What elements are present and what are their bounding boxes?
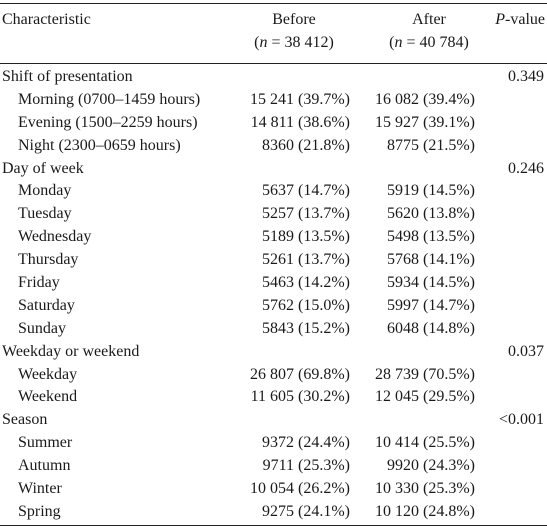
header-before-n-open: ( bbox=[254, 34, 260, 51]
header-before-n-symbol: n bbox=[259, 34, 268, 51]
row-p-value: <0.001 bbox=[498, 411, 544, 429]
row-after-value: 8775 (21.5%) bbox=[387, 136, 475, 154]
table-row: Monday 5637 (14.7%) 5919 (14.5%) bbox=[0, 180, 547, 203]
row-after-value: 6048 (14.8%) bbox=[387, 319, 475, 337]
row-before-value: 5189 (13.5%) bbox=[262, 228, 350, 246]
row-label: Spring bbox=[18, 502, 61, 520]
row-before-value: 9275 (24.1%) bbox=[262, 502, 350, 520]
row-after-value: 9920 (24.3%) bbox=[387, 457, 475, 475]
table-row: Sunday 5843 (15.2%) 6048 (14.8%) bbox=[0, 318, 547, 341]
table-row: Friday 5463 (14.2%) 5934 (14.5%) bbox=[0, 272, 547, 295]
row-label: Monday bbox=[18, 182, 72, 200]
header-before: Before (n = 38 412) bbox=[228, 8, 360, 54]
table-row: Evening (1500–2259 hours) 14 811 (38.6%) 1… bbox=[0, 112, 547, 135]
row-label: Shift of presentation bbox=[2, 68, 133, 85]
table-top-rule bbox=[0, 3, 547, 4]
row-p-value: 0.349 bbox=[508, 68, 544, 85]
header-before-n-value: = 38 412) bbox=[267, 34, 334, 51]
header-p-value: P-value bbox=[487, 8, 545, 31]
table-row: Winter 10 054 (26.2%) 10 330 (25.3%) bbox=[0, 478, 547, 501]
header-after-label: After bbox=[412, 11, 446, 28]
row-before-value: 5257 (13.7%) bbox=[262, 205, 350, 223]
row-before-value: 8360 (21.8%) bbox=[262, 136, 350, 154]
table-row: Spring 9275 (24.1%) 10 120 (24.8%) bbox=[0, 501, 547, 524]
row-label: Evening (1500–2259 hours) bbox=[18, 113, 198, 131]
row-label: Friday bbox=[18, 274, 60, 292]
table-row: Morning (0700–1459 hours) 15 241 (39.7%) 1… bbox=[0, 89, 547, 112]
row-label: Thursday bbox=[18, 251, 79, 269]
row-p-value: 0.037 bbox=[508, 342, 544, 360]
row-before-value: 5637 (14.7%) bbox=[262, 182, 350, 200]
row-label: Winter bbox=[18, 480, 62, 498]
row-after-value: 5768 (14.1%) bbox=[387, 251, 475, 269]
row-before-value: 5762 (15.0%) bbox=[262, 296, 350, 314]
row-before-value: 5261 (13.7%) bbox=[262, 251, 350, 269]
row-label: Morning (0700–1459 hours) bbox=[18, 90, 201, 108]
row-after-value: 5498 (13.5%) bbox=[387, 228, 475, 246]
table-header-rule bbox=[0, 63, 547, 64]
row-after-value: 12 045 (29.5%) bbox=[375, 388, 475, 406]
row-before-value: 15 241 (39.7%) bbox=[250, 90, 350, 108]
header-after: After (n = 40 784) bbox=[364, 8, 494, 54]
header-after-n-open: ( bbox=[389, 34, 395, 51]
row-label: Tuesday bbox=[18, 205, 72, 223]
table-row: Saturday 5762 (15.0%) 5997 (14.7%) bbox=[0, 295, 547, 318]
row-after-value: 5620 (13.8%) bbox=[387, 205, 475, 223]
table-row: Thursday 5261 (13.7%) 5768 (14.1%) bbox=[0, 249, 547, 272]
table-row: Summer 9372 (24.4%) 10 414 (25.5%) bbox=[0, 432, 547, 455]
row-after-value: 5997 (14.7%) bbox=[387, 296, 475, 314]
row-before-value: 5463 (14.2%) bbox=[262, 274, 350, 292]
row-label: Weekend bbox=[18, 388, 78, 406]
header-before-n: (n = 38 412) bbox=[228, 31, 360, 54]
row-label: Wednesday bbox=[18, 228, 92, 246]
header-characteristic: Characteristic bbox=[2, 11, 91, 28]
row-label: Weekday or weekend bbox=[2, 342, 140, 360]
table-group-row: Weekday or weekend 0.037 bbox=[0, 341, 547, 364]
table-bottom-rule bbox=[0, 525, 547, 526]
row-before-value: 14 811 (38.6%) bbox=[250, 113, 350, 131]
row-label: Weekday bbox=[18, 365, 78, 383]
header-after-n: (n = 40 784) bbox=[364, 31, 494, 54]
table-row: Night (2300–0659 hours) 8360 (21.8%) 8775 … bbox=[0, 135, 547, 158]
row-after-value: 10 120 (24.8%) bbox=[375, 502, 475, 520]
row-label: Night (2300–0659 hours) bbox=[18, 136, 181, 154]
row-after-value: 10 414 (25.5%) bbox=[375, 434, 475, 452]
row-label: Saturday bbox=[18, 296, 75, 314]
row-label: Season bbox=[2, 411, 48, 429]
row-before-value: 9372 (24.4%) bbox=[262, 434, 350, 452]
row-after-value: 5934 (14.5%) bbox=[387, 274, 475, 292]
row-label: Autumn bbox=[18, 457, 71, 475]
table-group-row: Shift of presentation 0.349 bbox=[0, 66, 547, 89]
row-label: Summer bbox=[18, 434, 73, 452]
table-row: Tuesday 5257 (13.7%) 5620 (13.8%) bbox=[0, 203, 547, 226]
table-group-row: Day of week 0.246 bbox=[0, 158, 547, 181]
row-before-value: 26 807 (69.8%) bbox=[250, 365, 350, 383]
table-group-row: Season <0.001 bbox=[0, 409, 547, 432]
table-row: Weekend 11 605 (30.2%) 12 045 (29.5%) bbox=[0, 386, 547, 409]
header-before-label: Before bbox=[272, 11, 316, 28]
row-after-value: 15 927 (39.1%) bbox=[375, 113, 475, 131]
row-label: Sunday bbox=[18, 319, 66, 337]
row-p-value: 0.246 bbox=[508, 159, 544, 177]
row-after-value: 28 739 (70.5%) bbox=[375, 365, 475, 383]
table-body: Shift of presentation 0.349 Morning (0700–… bbox=[0, 66, 547, 524]
row-before-value: 9711 (25.3%) bbox=[262, 457, 350, 475]
header-after-n-symbol: n bbox=[394, 34, 403, 51]
table-row: Autumn 9711 (25.3%) 9920 (24.3%) bbox=[0, 455, 547, 478]
row-after-value: 5919 (14.5%) bbox=[387, 182, 475, 200]
row-after-value: 10 330 (25.3%) bbox=[375, 480, 475, 498]
row-before-value: 5843 (15.2%) bbox=[262, 319, 350, 337]
header-p-symbol: P bbox=[495, 11, 506, 28]
header-p-rest: -value bbox=[505, 11, 545, 28]
row-label: Day of week bbox=[2, 159, 84, 177]
row-before-value: 11 605 (30.2%) bbox=[250, 388, 350, 406]
table-row: Weekday 26 807 (69.8%) 28 739 (70.5%) bbox=[0, 364, 547, 387]
table-row: Wednesday 5189 (13.5%) 5498 (13.5%) bbox=[0, 226, 547, 249]
header-after-n-value: = 40 784) bbox=[402, 34, 469, 51]
row-after-value: 16 082 (39.4%) bbox=[375, 90, 475, 108]
row-before-value: 10 054 (26.2%) bbox=[250, 480, 350, 498]
